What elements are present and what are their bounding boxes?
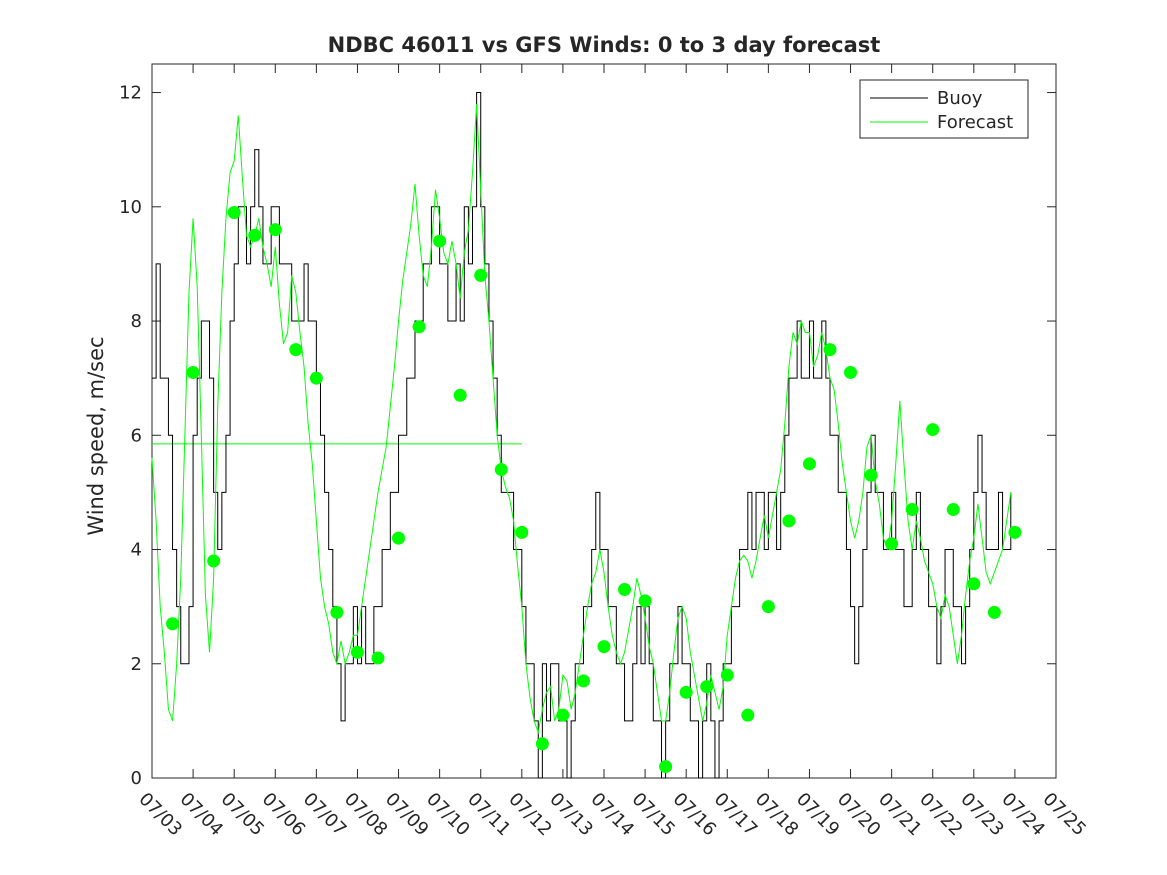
forecast-marker (556, 708, 570, 722)
forecast-line (151, 103, 1012, 735)
forecast-marker (1008, 525, 1022, 539)
y-tick-label: 8 (131, 311, 142, 332)
forecast-marker (802, 457, 816, 471)
forecast-marker (186, 365, 200, 379)
forecast-marker (987, 605, 1001, 619)
forecast-marker (700, 680, 714, 694)
forecast-marker (946, 503, 960, 517)
y-tick-label: 12 (119, 83, 142, 104)
forecast-marker (350, 645, 364, 659)
forecast-marker (761, 600, 775, 614)
forecast-markers (166, 206, 1022, 774)
forecast-marker (227, 206, 241, 220)
plot-area (151, 63, 1057, 779)
forecast-marker (433, 234, 447, 248)
forecast-marker (926, 423, 940, 437)
y-tick-label: 0 (131, 768, 142, 789)
forecast-marker (371, 651, 385, 665)
y-tick-label: 6 (131, 425, 142, 446)
y-axis-label: Wind speed, m/sec (84, 336, 108, 535)
y-tick-label: 4 (131, 540, 142, 561)
forecast-marker (248, 228, 262, 242)
chart-title: NDBC 46011 vs GFS Winds: 0 to 3 day fore… (328, 33, 881, 57)
forecast-marker (207, 554, 221, 568)
forecast-marker (782, 514, 796, 528)
forecast-marker (864, 468, 878, 482)
legend-buoy-label: Buoy (937, 88, 983, 109)
forecast-marker (638, 594, 652, 608)
forecast-marker (392, 531, 406, 545)
forecast-marker (494, 463, 508, 477)
forecast-marker (535, 737, 549, 751)
forecast-marker (741, 708, 755, 722)
forecast-marker (659, 760, 673, 774)
legend-box (859, 79, 1029, 139)
forecast-marker (166, 617, 180, 631)
y-tick-label: 10 (119, 197, 142, 218)
forecast-marker (268, 223, 282, 237)
legend: Buoy Forecast (859, 79, 1029, 139)
forecast-marker (885, 537, 899, 551)
buoy-series (152, 92, 1012, 779)
legend-forecast-label: Forecast (937, 112, 1013, 133)
forecast-marker (720, 668, 734, 682)
forecast-marker (618, 583, 632, 597)
forecast-marker (823, 343, 837, 357)
forecast-marker (330, 605, 344, 619)
buoy-line (152, 92, 1012, 779)
forecast-marker (412, 320, 426, 334)
forecast-marker (309, 371, 323, 385)
y-tick-label: 2 (131, 654, 142, 675)
forecast-marker (453, 388, 467, 402)
forecast-marker (474, 268, 488, 282)
forecast-marker (289, 343, 303, 357)
forecast-marker (515, 525, 529, 539)
forecast-marker (576, 674, 590, 688)
forecast-marker (679, 685, 693, 699)
forecast-marker (905, 503, 919, 517)
forecast-marker (967, 577, 981, 591)
forecast-marker (844, 365, 858, 379)
forecast-marker (597, 640, 611, 654)
forecast-series (151, 103, 1012, 735)
